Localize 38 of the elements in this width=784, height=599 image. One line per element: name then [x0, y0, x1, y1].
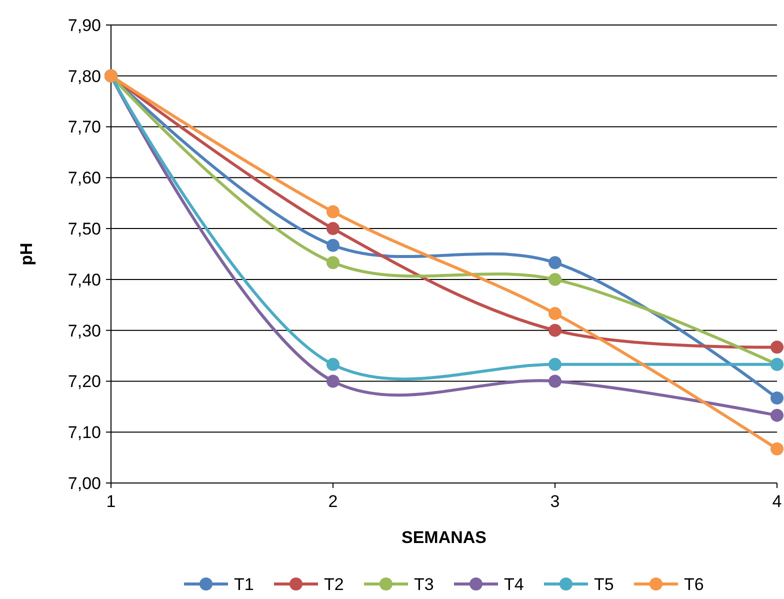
x-tick-label: 1 [106, 492, 116, 511]
point [548, 324, 562, 337]
point [326, 205, 340, 218]
y-tick-label: 7,20 [68, 372, 101, 392]
point [326, 222, 340, 236]
y-tick-label: 7,30 [68, 321, 101, 340]
legend-label: T6 [684, 574, 704, 594]
point [326, 238, 340, 252]
legend-label: T2 [324, 574, 344, 594]
y-tick-label: 7,50 [68, 220, 101, 239]
x-tick-label: 4 [772, 492, 782, 511]
y-tick-label: 7,90 [68, 16, 101, 35]
point [548, 256, 562, 270]
y-tick-label: 7,10 [68, 423, 101, 442]
y-tick-label: 7,00 [68, 474, 101, 493]
legend-label: T3 [414, 574, 434, 594]
y-tick-label: 7,40 [68, 270, 101, 290]
legend-label: T1 [234, 574, 254, 594]
point [548, 307, 562, 320]
y-axis-title: pH [17, 242, 36, 266]
legend-label: T4 [504, 574, 524, 594]
y-tick-label: 7,60 [68, 168, 101, 188]
x-tick-label: 3 [550, 492, 560, 511]
point [326, 374, 340, 388]
y-tick-label: 7,80 [68, 66, 101, 86]
point [548, 374, 562, 388]
point [548, 272, 562, 286]
y-tick-label: 7,70 [68, 118, 101, 137]
point [326, 358, 340, 371]
point [770, 340, 784, 354]
point [326, 256, 340, 270]
x-axis-title: SEMANAS [401, 528, 487, 547]
point [770, 442, 784, 456]
legend-label: T5 [594, 574, 614, 594]
point [770, 408, 784, 422]
point [548, 358, 562, 371]
x-tick-label: 2 [328, 492, 338, 511]
point [770, 392, 784, 405]
